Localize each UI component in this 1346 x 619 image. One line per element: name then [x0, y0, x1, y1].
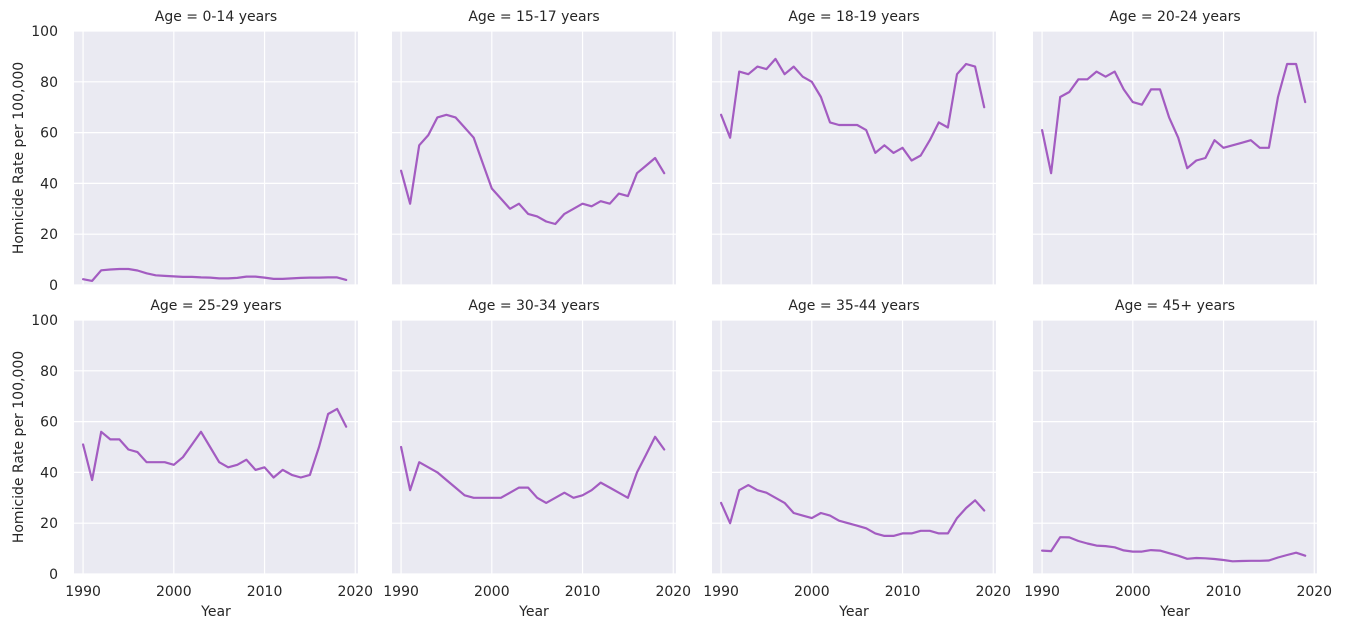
x-axis-label: Year — [1159, 604, 1190, 619]
x-axis-label: Year — [200, 604, 231, 619]
panel-title: Age = 20-24 years — [1109, 9, 1240, 25]
panel-background — [74, 320, 358, 574]
series-line — [400, 435, 666, 504]
x-axis-label: Year — [518, 604, 549, 619]
facet-panel: Age = 15-17 years — [392, 9, 676, 286]
facet-panel: Age = 25-29 years 0 20 40 60 80 100 Homicide Ra… — [11, 298, 373, 619]
y-tick-label: 0 — [49, 567, 58, 583]
y-tick-label: 100 — [31, 24, 58, 40]
x-tick-label: 2020 — [655, 584, 691, 600]
y-tick-label: 80 — [40, 364, 58, 380]
panel-title: Age = 30-34 years — [468, 298, 599, 314]
facet-panel: Age = 45+ years 1990 2000 2010 2020 Year — [1024, 298, 1332, 619]
x-tick-label: 2000 — [1115, 584, 1151, 600]
series-line — [1040, 62, 1307, 175]
series-line — [400, 113, 666, 226]
y-tick-label: 100 — [31, 313, 58, 329]
y-axis-label: Homicide Rate per 100,000 — [11, 62, 27, 254]
series-line — [719, 484, 986, 538]
y-tick-label: 20 — [40, 227, 58, 243]
facet-panel: Age = 20-24 years — [1033, 9, 1317, 286]
panel-background — [74, 31, 358, 285]
panel-background — [1033, 320, 1317, 574]
panel-title: Age = 18-19 years — [788, 9, 919, 25]
x-tick-label: 1990 — [703, 584, 739, 600]
x-tick-label: 2020 — [1296, 584, 1332, 600]
facet-panel: Age = 35-44 years 1990 2000 2010 2020 Year — [703, 298, 1011, 619]
panel-title: Age = 0-14 years — [155, 9, 277, 25]
x-tick-label: 2000 — [794, 584, 830, 600]
panel-background — [1033, 31, 1317, 285]
x-tick-label: 1990 — [383, 584, 419, 600]
panel-background — [712, 320, 996, 574]
x-tick-label: 2010 — [565, 584, 601, 600]
x-tick-label: 2000 — [474, 584, 510, 600]
panel-title: Age = 45+ years — [1115, 298, 1235, 314]
facet-panel: Age = 30-34 years 1990 2000 2010 2020 Year — [383, 298, 691, 619]
y-tick-label: 40 — [40, 176, 58, 192]
series-line — [1040, 536, 1307, 563]
x-tick-label: 1990 — [1024, 584, 1060, 600]
y-tick-label: 60 — [40, 415, 58, 431]
y-tick-label: 40 — [40, 465, 58, 481]
panel-title: Age = 15-17 years — [468, 9, 599, 25]
y-axis-label: Homicide Rate per 100,000 — [11, 351, 27, 543]
series-line — [81, 267, 348, 282]
series-line — [81, 407, 348, 482]
y-tick-label: 20 — [40, 516, 58, 532]
x-tick-label: 2020 — [337, 584, 373, 600]
series-line — [719, 57, 986, 162]
x-tick-label: 2010 — [247, 584, 283, 600]
y-tick-label: 60 — [40, 126, 58, 142]
facet-panel: Age = 0-14 years 0 20 40 60 80 100 Homicide Rat… — [11, 9, 358, 294]
x-tick-label: 2000 — [156, 584, 192, 600]
panel-background — [712, 31, 996, 285]
y-tick-label: 0 — [49, 278, 58, 294]
y-tick-label: 80 — [40, 75, 58, 91]
x-tick-label: 2010 — [885, 584, 921, 600]
x-tick-label: 2020 — [975, 584, 1011, 600]
facet-panel: Age = 18-19 years — [712, 9, 996, 286]
panel-title: Age = 25-29 years — [150, 298, 281, 314]
panel-title: Age = 35-44 years — [788, 298, 919, 314]
facet-panels: Age = 0-14 years 0 20 40 60 80 100 Homicide Rat… — [11, 9, 1332, 619]
panel-background — [392, 31, 676, 285]
x-tick-label: 1990 — [65, 584, 101, 600]
x-tick-label: 2010 — [1206, 584, 1242, 600]
x-axis-label: Year — [838, 604, 869, 619]
panel-background — [392, 320, 676, 574]
